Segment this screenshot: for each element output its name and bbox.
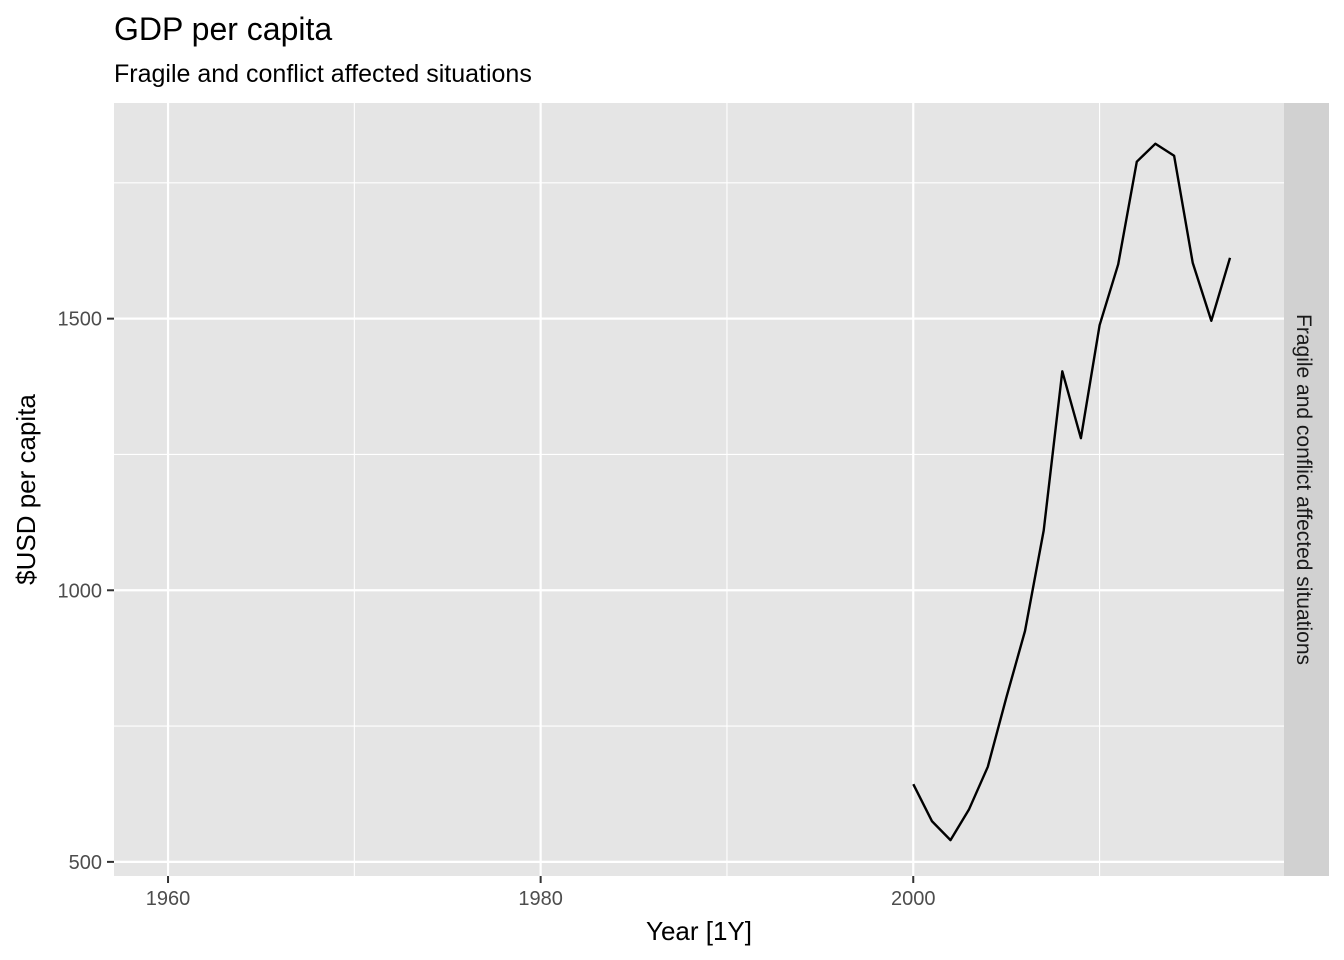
plot-panel [114, 103, 1284, 876]
y-tick-label: 500 [69, 852, 102, 874]
facet-strip-label: Fragile and conflict affected situations [1292, 314, 1315, 665]
x-tick-label: 1960 [146, 888, 191, 910]
minor-gridlines [114, 103, 1284, 876]
chart-title: GDP per capita [114, 11, 332, 47]
x-tick-label: 2000 [891, 888, 936, 910]
x-tick-label: 1980 [518, 888, 563, 910]
facet-strip [1284, 103, 1329, 876]
y-tick-label: 1000 [58, 580, 103, 602]
data-series [912, 142, 1232, 842]
y-axis: 500 1000 1500 [58, 309, 114, 874]
chart-subtitle: Fragile and conflict affected situations [114, 60, 532, 88]
x-axis-title: Year [1Y] [646, 916, 752, 946]
x-axis: 1960 1980 2000 [146, 876, 936, 910]
y-tick-label: 1500 [58, 309, 103, 331]
major-gridlines [114, 103, 1284, 876]
y-axis-title: $USD per capita [11, 394, 41, 585]
series-line [912, 142, 1232, 842]
